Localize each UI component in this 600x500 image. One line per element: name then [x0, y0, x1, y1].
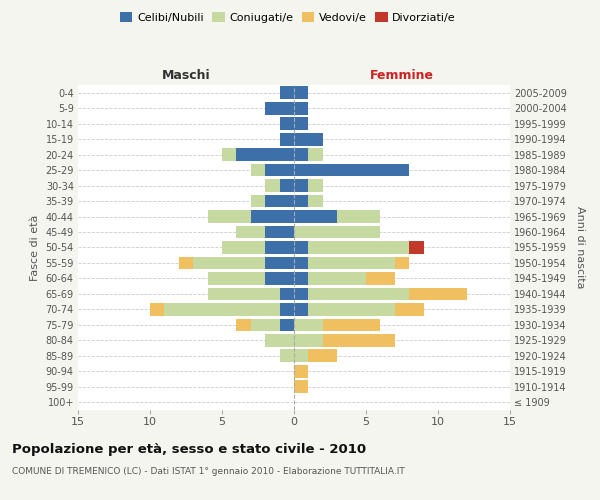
- Bar: [251, 210, 294, 223]
- Bar: [308, 350, 337, 362]
- Bar: [337, 210, 380, 223]
- Bar: [251, 164, 265, 176]
- Bar: [294, 118, 308, 130]
- Bar: [222, 148, 236, 161]
- Bar: [193, 256, 265, 270]
- Bar: [294, 272, 308, 285]
- Text: Femmine: Femmine: [370, 68, 434, 82]
- Bar: [265, 194, 294, 207]
- Y-axis label: Fasce di età: Fasce di età: [30, 214, 40, 280]
- Bar: [294, 86, 308, 99]
- Bar: [308, 272, 366, 285]
- Bar: [294, 194, 308, 207]
- Bar: [294, 102, 308, 115]
- Bar: [265, 256, 294, 270]
- Bar: [294, 318, 323, 331]
- Bar: [150, 303, 164, 316]
- Bar: [265, 102, 294, 115]
- Bar: [294, 288, 308, 300]
- Bar: [308, 148, 323, 161]
- Bar: [366, 272, 395, 285]
- Text: Popolazione per età, sesso e stato civile - 2010: Popolazione per età, sesso e stato civil…: [12, 442, 366, 456]
- Bar: [294, 303, 308, 316]
- Bar: [323, 318, 380, 331]
- Bar: [294, 179, 308, 192]
- Bar: [265, 334, 294, 346]
- Bar: [294, 334, 323, 346]
- Bar: [265, 241, 294, 254]
- Bar: [236, 148, 294, 161]
- Bar: [294, 241, 308, 254]
- Bar: [294, 380, 308, 393]
- Bar: [236, 226, 265, 238]
- Bar: [280, 303, 294, 316]
- Bar: [308, 288, 409, 300]
- Bar: [280, 288, 294, 300]
- Bar: [280, 179, 294, 192]
- Bar: [294, 350, 308, 362]
- Bar: [308, 194, 323, 207]
- Bar: [222, 241, 265, 254]
- Bar: [265, 272, 294, 285]
- Bar: [294, 133, 323, 145]
- Bar: [308, 179, 323, 192]
- Bar: [251, 194, 265, 207]
- Bar: [409, 241, 424, 254]
- Bar: [208, 272, 265, 285]
- Bar: [308, 303, 395, 316]
- Legend: Celibi/Nubili, Coniugati/e, Vedovi/e, Divorziati/e: Celibi/Nubili, Coniugati/e, Vedovi/e, Di…: [116, 8, 460, 28]
- Bar: [280, 318, 294, 331]
- Bar: [208, 210, 251, 223]
- Bar: [280, 350, 294, 362]
- Bar: [308, 241, 409, 254]
- Bar: [294, 164, 409, 176]
- Bar: [208, 288, 280, 300]
- Bar: [265, 226, 294, 238]
- Bar: [294, 210, 337, 223]
- Text: COMUNE DI TREMENICO (LC) - Dati ISTAT 1° gennaio 2010 - Elaborazione TUTTITALIA.: COMUNE DI TREMENICO (LC) - Dati ISTAT 1°…: [12, 468, 405, 476]
- Bar: [294, 365, 308, 378]
- Bar: [294, 256, 308, 270]
- Bar: [409, 288, 467, 300]
- Text: Maschi: Maschi: [161, 68, 211, 82]
- Bar: [395, 256, 409, 270]
- Bar: [265, 179, 280, 192]
- Bar: [280, 133, 294, 145]
- Bar: [164, 303, 280, 316]
- Bar: [265, 164, 294, 176]
- Bar: [280, 86, 294, 99]
- Bar: [251, 318, 280, 331]
- Bar: [280, 118, 294, 130]
- Y-axis label: Anni di nascita: Anni di nascita: [575, 206, 586, 288]
- Bar: [395, 303, 424, 316]
- Bar: [294, 226, 380, 238]
- Bar: [236, 318, 251, 331]
- Bar: [323, 334, 395, 346]
- Bar: [179, 256, 193, 270]
- Bar: [308, 256, 395, 270]
- Bar: [294, 148, 308, 161]
